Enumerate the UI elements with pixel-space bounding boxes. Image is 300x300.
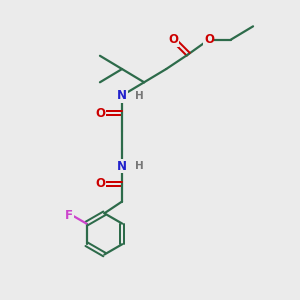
Text: F: F [65,209,73,222]
Text: O: O [204,33,214,46]
Text: H: H [135,91,144,100]
Text: H: H [135,161,144,171]
Text: O: O [95,107,105,120]
Text: N: N [117,89,127,102]
Text: O: O [95,177,105,190]
Text: N: N [117,160,127,173]
Text: O: O [169,33,178,46]
